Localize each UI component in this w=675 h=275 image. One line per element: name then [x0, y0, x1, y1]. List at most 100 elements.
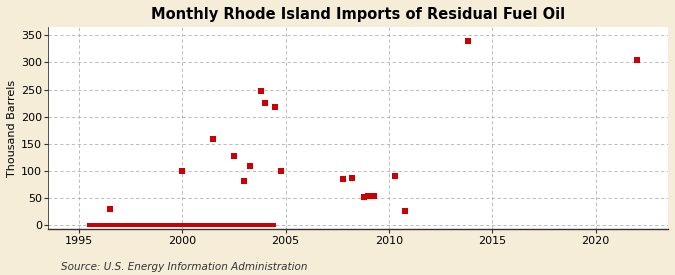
Point [261, 222, 271, 227]
Point [632, 57, 643, 62]
Point [237, 222, 248, 227]
Point [103, 222, 113, 227]
Point [346, 176, 357, 180]
Point [122, 222, 133, 227]
Point [127, 222, 138, 227]
Point [242, 222, 252, 227]
Point [245, 222, 256, 227]
Point [173, 222, 184, 227]
Point [179, 222, 190, 227]
Point [235, 222, 246, 227]
Point [158, 222, 169, 227]
Point [239, 222, 250, 227]
Point [167, 222, 178, 227]
Point [252, 222, 263, 227]
Point [136, 222, 147, 227]
Point [244, 222, 254, 227]
Point [130, 222, 141, 227]
Point [205, 222, 215, 227]
Point [95, 222, 106, 227]
Point [363, 193, 374, 198]
Point [232, 222, 242, 227]
Point [241, 222, 252, 227]
Point [207, 222, 217, 227]
Point [255, 222, 266, 227]
Point [128, 222, 139, 227]
Point [160, 222, 171, 227]
Point [117, 222, 128, 227]
Point [255, 88, 266, 93]
Point [221, 222, 232, 227]
Point [213, 222, 224, 227]
Point [136, 222, 146, 227]
Point [400, 208, 411, 213]
Point [176, 222, 186, 227]
Point [105, 222, 115, 227]
Point [215, 222, 226, 227]
Point [233, 222, 244, 227]
Point [123, 222, 134, 227]
Point [154, 222, 165, 227]
Point [144, 222, 155, 227]
Point [116, 222, 127, 227]
Point [239, 179, 250, 184]
Point [217, 222, 228, 227]
Point [206, 222, 217, 227]
Point [92, 222, 103, 227]
Point [97, 222, 108, 227]
Point [142, 222, 153, 227]
Point [248, 222, 259, 227]
Point [369, 193, 380, 198]
Point [115, 222, 126, 227]
Point [175, 222, 186, 227]
Point [87, 222, 98, 227]
Point [177, 222, 188, 227]
Point [89, 222, 100, 227]
Point [120, 222, 131, 227]
Point [266, 222, 277, 227]
Point [167, 222, 178, 227]
Point [230, 222, 240, 227]
Point [151, 222, 162, 227]
Point [268, 222, 279, 227]
Point [256, 222, 267, 227]
Point [269, 222, 279, 227]
Point [228, 154, 239, 158]
Point [103, 222, 114, 227]
Text: Source: U.S. Energy Information Administration: Source: U.S. Energy Information Administ… [61, 262, 307, 272]
Point [198, 222, 209, 227]
Point [226, 222, 237, 227]
Point [187, 222, 198, 227]
Point [193, 222, 204, 227]
Point [246, 222, 257, 227]
Point [190, 222, 201, 227]
Point [227, 222, 238, 227]
Point [251, 222, 262, 227]
Point [111, 222, 122, 227]
Point [171, 222, 182, 227]
Point [148, 222, 159, 227]
Point [109, 222, 120, 227]
Point [228, 222, 239, 227]
Point [157, 222, 168, 227]
Point [118, 222, 129, 227]
Point [265, 222, 275, 227]
Point [140, 222, 151, 227]
Point [238, 222, 248, 227]
Point [165, 222, 176, 227]
Point [257, 222, 268, 227]
Point [338, 177, 349, 181]
Point [261, 222, 272, 227]
Point [181, 222, 192, 227]
Point [152, 222, 163, 227]
Point [263, 222, 273, 227]
Point [267, 222, 277, 227]
Point [259, 222, 270, 227]
Point [243, 222, 254, 227]
Point [250, 222, 261, 227]
Point [134, 222, 144, 227]
Point [93, 222, 104, 227]
Point [113, 222, 124, 227]
Point [462, 39, 473, 43]
Point [259, 101, 270, 105]
